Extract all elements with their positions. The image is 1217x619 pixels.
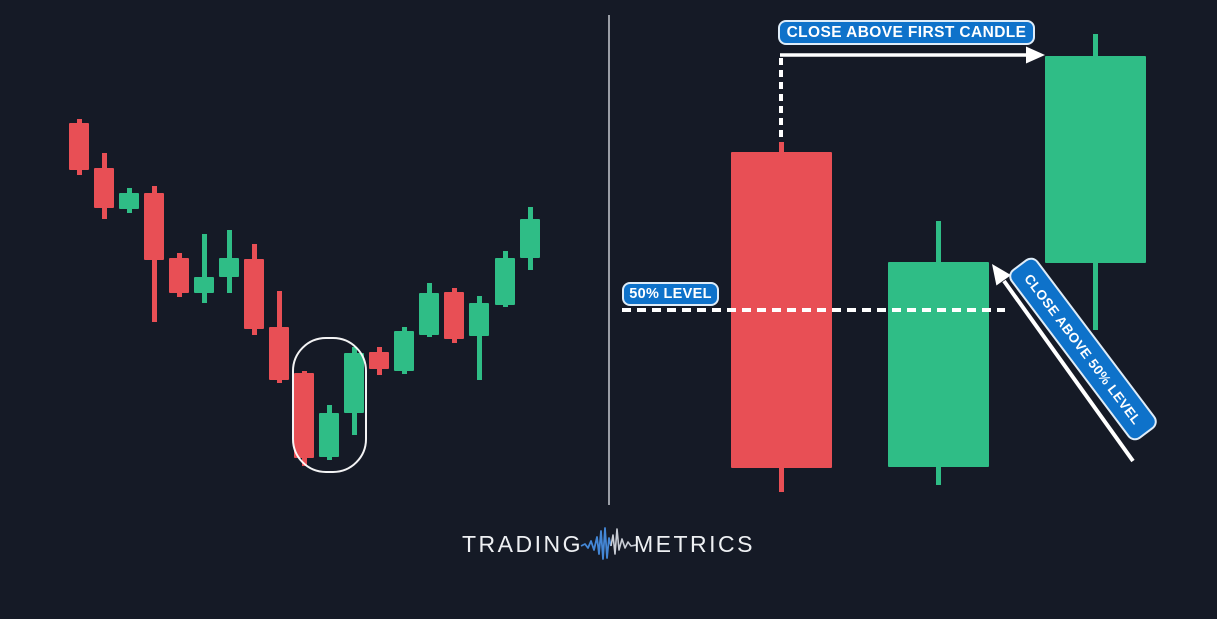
candle-wick (176, 253, 182, 297)
candle-wick (251, 244, 257, 335)
close-above-first-candle-arrow (780, 46, 1045, 64)
waveform-icon (580, 527, 637, 560)
candle-wick (76, 119, 82, 175)
logo-text-trading: TRADING (462, 530, 583, 557)
candle-wick (201, 234, 207, 303)
candle-wick (276, 291, 282, 383)
logo-text-metrics: METRICS (634, 530, 755, 557)
fifty-percent-level-label: 50% LEVEL (622, 282, 719, 306)
candle-wick (426, 283, 432, 337)
trading-metrics-logo: TRADING METRICS (0, 524, 1217, 564)
candle-wick (1092, 34, 1098, 330)
candle-wick (126, 188, 132, 213)
candle-wick (935, 221, 941, 485)
candle-wick (401, 327, 407, 374)
candle-wick (301, 371, 307, 466)
candle-wick (502, 251, 508, 307)
candle-wick (376, 347, 382, 375)
panel-divider (608, 15, 610, 505)
candle-wick (101, 153, 107, 219)
candle-wick (326, 405, 332, 460)
close-above-first-candle-label: CLOSE ABOVE FIRST CANDLE (778, 20, 1035, 45)
pattern-highlight-ring (292, 337, 367, 473)
candle-wick (778, 142, 784, 492)
close-above-fifty-level-label: CLOSE ABOVE 50% LEVEL (1005, 254, 1161, 444)
candle-wick (351, 347, 357, 435)
candle-wick (527, 207, 533, 270)
candle-wick (226, 230, 232, 293)
candle-wick (451, 288, 457, 343)
candle-wick (151, 186, 157, 322)
candle-wick (476, 296, 482, 380)
